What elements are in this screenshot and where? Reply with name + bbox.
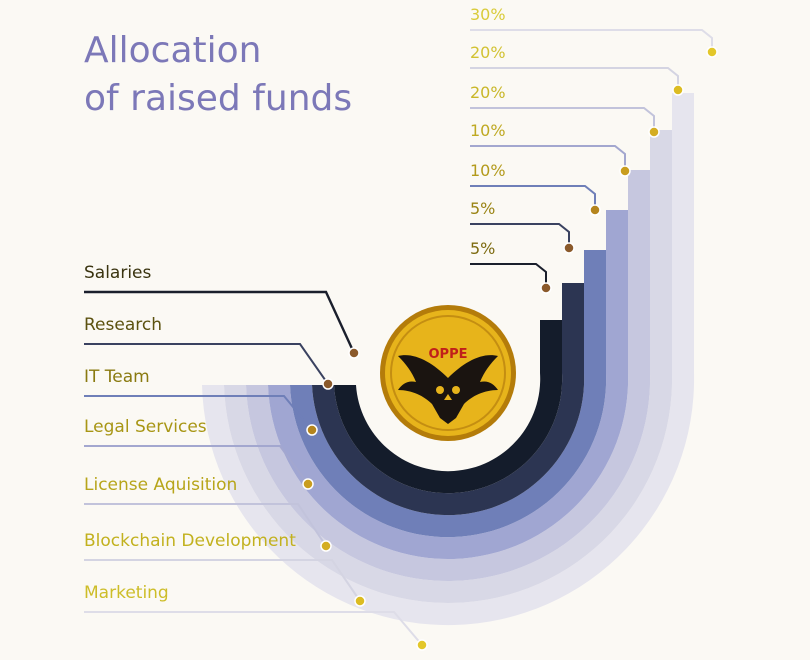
category-label: IT Team — [84, 367, 150, 387]
connector-dot — [354, 595, 366, 607]
connector-line — [84, 503, 327, 547]
percent-connector-dot — [589, 204, 601, 216]
category-label: Marketing — [84, 583, 169, 603]
category-label: Blockchain Development — [84, 531, 296, 551]
percent-connector-line — [470, 263, 547, 288]
percent-label: 10% — [470, 161, 506, 180]
coin-face — [385, 310, 511, 436]
connector-dot — [320, 540, 332, 552]
percent-connector-dot — [706, 46, 718, 58]
percent-label: 5% — [470, 199, 495, 218]
percent-labels: 30% 20% 20% 10% 10% 5% 5% — [470, 5, 718, 294]
chart-title-line-1: Allocation — [84, 30, 261, 71]
percent-label: 10% — [470, 121, 506, 140]
chart-title-line-2: of raised funds — [84, 78, 352, 119]
percent-connector-dot — [648, 126, 660, 138]
connector-lines — [84, 290, 428, 651]
category-label: Legal Services — [84, 417, 207, 437]
category-label: Salaries — [84, 263, 152, 283]
category-label: Research — [84, 315, 162, 335]
connector-line — [84, 445, 309, 485]
connector-line — [84, 343, 329, 385]
owl-emblem-icon — [398, 355, 498, 424]
percent-connector-dot — [619, 165, 631, 177]
connector-dot — [306, 424, 318, 436]
percent-label: 20% — [470, 83, 506, 102]
percent-connector-line — [470, 145, 626, 171]
connector-dot — [416, 639, 428, 651]
connector-line — [84, 611, 423, 646]
percent-connector-line — [470, 223, 570, 248]
percent-connector-dot — [672, 84, 684, 96]
category-labels: Salaries Research IT Team Legal Services Lic… — [84, 263, 296, 603]
percent-connector-dot — [563, 242, 575, 254]
percent-connector-line — [470, 29, 713, 52]
percent-label: 30% — [470, 5, 506, 24]
coin-inner-ring — [390, 315, 506, 431]
connector-dot — [322, 378, 334, 390]
percent-connector-dot — [540, 282, 552, 294]
percent-label: 20% — [470, 43, 506, 62]
coin-logo-text: OPPE — [429, 347, 468, 362]
connector-dot — [348, 347, 360, 359]
connector-line — [84, 559, 361, 602]
percent-connector-line — [470, 107, 655, 132]
percent-connector-line — [470, 67, 679, 90]
category-label: License Aquisition — [84, 475, 237, 495]
percent-label: 5% — [470, 239, 495, 258]
connector-line — [84, 395, 313, 431]
coin-logo: OPPE — [380, 305, 516, 441]
connector-line — [84, 290, 356, 354]
connector-dot — [302, 478, 314, 490]
percent-connector-line — [470, 185, 596, 210]
